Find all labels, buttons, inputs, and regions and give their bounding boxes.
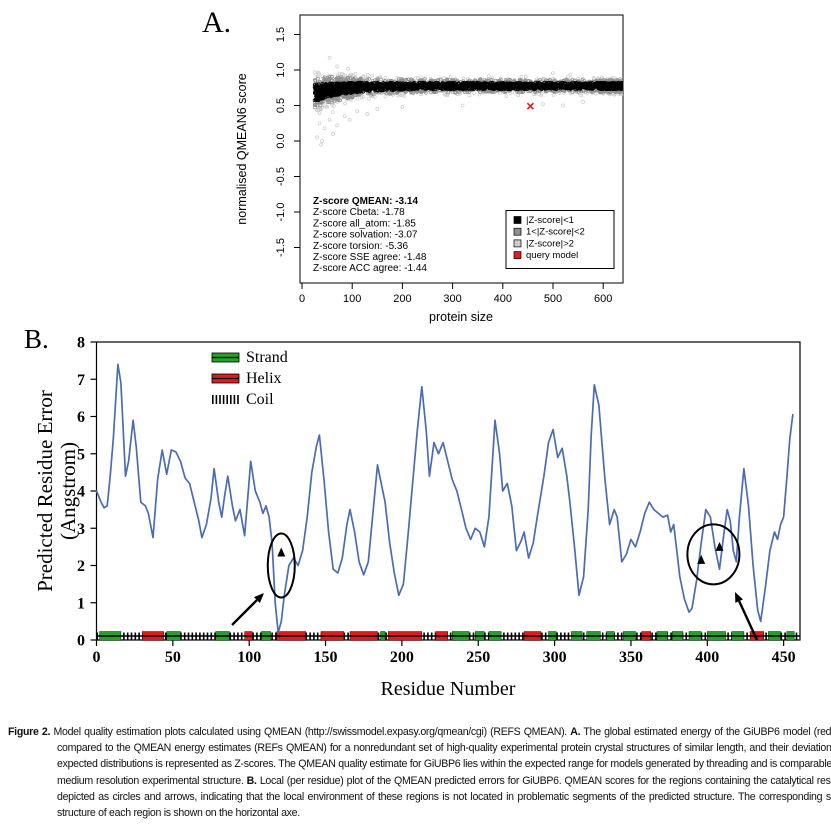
panel-a-x-tick-label: 500 [544,293,562,305]
legend-label-strand: Strand [246,349,288,366]
panel-b-x-tick-label: 450 [772,649,796,666]
zscore-line: Z-score SSE agree: -1.48 [313,252,427,263]
panel-b-y-tick-label: 2 [77,558,85,575]
legend-label-0: |Z-score|<1 [526,215,574,226]
panel-b-y-tick-label: 0 [77,633,85,650]
caption-bold-label: Figure 2. [8,726,51,738]
zscore-line: Z-score torsion: -5.36 [313,241,408,252]
legend-swatch-2 [513,239,522,248]
panel-a-y-tick-label: 0.0 [275,133,287,148]
panel-a-x-tick-label: 0 [299,293,305,305]
panel-a-y-tick-label: -1.0 [275,203,287,222]
zscore-line: Z-score QMEAN: -3.14 [313,196,418,207]
annotation-arrow-2 [738,600,759,641]
legend-label-2: |Z-score|>2 [526,238,574,249]
panel-a-ylabel: normalised QMEAN6 score [235,73,249,224]
panel-b-y-tick-label: 5 [77,446,85,463]
panel-a-scatter-points [312,56,623,147]
query-model-marker [526,102,534,110]
caption-text: The global estimated energy of the GiUBP… [57,726,831,787]
legend-label-coil: Coil [246,391,274,408]
panel-a-xlabel: protein size [429,310,493,324]
caption-text: Model quality estimation plots calculate… [50,726,571,738]
annotation-circle-1 [266,532,296,599]
panel-a-x-tick-label: 600 [594,293,612,305]
inner-arrowhead-2 [697,554,706,564]
panel-b-y-tick-label: 1 [77,595,85,612]
annotation-circle-2 [686,523,741,586]
panel-b-xlabel: Residue Number [381,678,516,700]
panel-b-y-tick-label: 7 [77,372,85,389]
panel-b-x-tick-label: 200 [390,649,414,666]
panel-a-legend: |Z-score|<11<|Z-score|<2|Z-score|>2query… [505,210,615,269]
panel-b-y-tick-label: 6 [77,409,85,426]
panel-b-x-tick-label: 50 [165,649,181,666]
panel-a-x-tick-label: 300 [443,293,461,305]
inner-arrowhead-1 [277,547,286,557]
panel-b-line [95,363,794,634]
panel-a-y-tick-label: -1.5 [275,238,287,257]
zscore-line: Z-score ACC agree: -1.44 [313,263,427,274]
figure-caption: Figure 2. Model quality estimation plots… [8,724,831,821]
zscore-annotation: Z-score QMEAN: -3.14Z-score Cbeta: -1.78… [313,196,427,274]
caption-bold-label: B. [246,774,257,787]
panel-a-y-tick-label: 0.5 [275,98,287,113]
zscore-line: Z-score solvation: -3.07 [313,230,418,241]
panel-a-y-tick-label: 1.0 [275,62,287,77]
panel-a-y-tick-label: 1.5 [275,27,287,42]
zscore-line: Z-score all_atom: -1.85 [313,218,416,229]
caption-bold-label: A. [570,726,581,738]
annotation-arrowhead-1 [253,593,264,604]
legend-swatch-1 [513,227,522,236]
panel-b-legend: Strand Helix Coil [211,349,288,408]
panel-b-y-tick-label: 4 [77,484,85,501]
panel-b-x-tick-label: 300 [543,649,567,666]
zscore-line: Z-score Cbeta: -1.78 [313,207,405,218]
panel-a-legend-box [505,210,615,269]
legend-label-3: query model [526,250,578,261]
panel-b-x-tick-label: 400 [695,649,719,666]
secondary-structure-bar [96,631,800,641]
panel-b-x-tick-label: 350 [619,649,643,666]
panel-b-x-tick-label: 0 [93,649,101,666]
panel-a-chart: 0 100 200 300 400 500 600 1.5 1.0 0.5 0.0 -0.5 -1.0 -… [235,14,624,324]
caption-text: Local (per residue) plot of the QMEAN pr… [57,774,831,820]
legend-label-helix: Helix [246,370,282,387]
legend-label-1: 1<|Z-score|<2 [526,227,585,238]
panel-a-y-tick-label: -0.5 [275,167,287,186]
panel-b-y-tick-label: 8 [77,335,85,352]
annotation-arrowhead-2 [735,592,743,603]
panel-b-chart: 0 50 100 150 200 250 300 350 400 450 8 7 6 5 4 3 2 1 0 Resi… [33,335,801,700]
panel-a-label: A. [202,6,232,39]
panel-a-x-tick-label: 400 [494,293,512,305]
scatter-class-0 [312,80,623,103]
panel-a-x-tick-label: 100 [343,293,361,305]
legend-swatch-0 [513,216,522,224]
panel-b-y-tick-label: 3 [77,521,85,538]
annotation-arrow-1 [231,599,258,626]
legend-swatch-3 [513,251,522,259]
inner-arrowhead-3 [715,541,724,551]
panel-b-annotations [231,523,759,641]
panel-b-x-tick-label: 250 [466,649,490,666]
panel-b-x-tick-label: 150 [314,649,338,666]
panel-b-label: B. [24,324,49,354]
panel-b-x-tick-label: 100 [237,649,261,666]
panel-b-ylabel: Predicted Residue Error(Angstrom) [33,390,80,592]
panel-a-x-tick-label: 200 [393,293,411,305]
